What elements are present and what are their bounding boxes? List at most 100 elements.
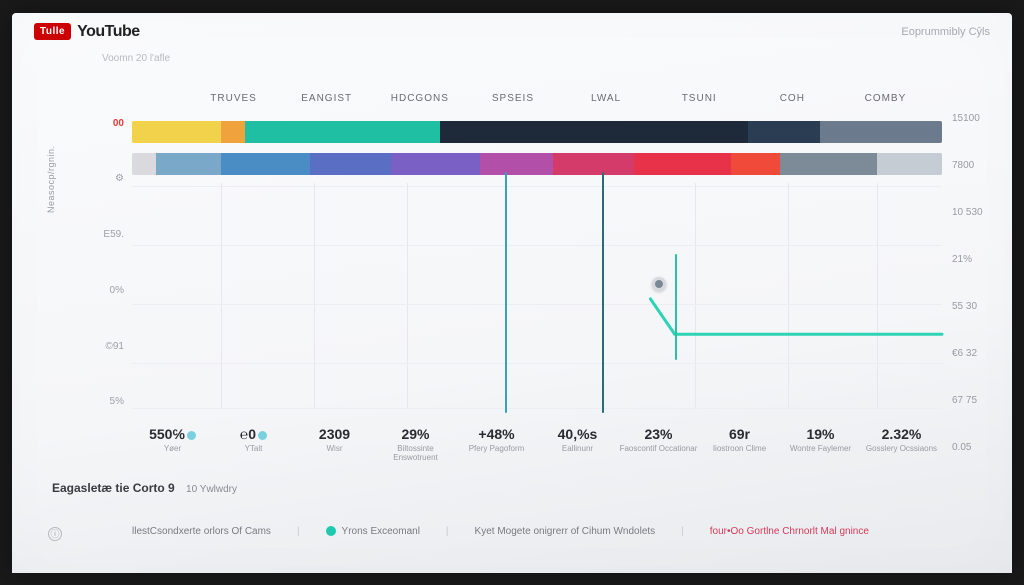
y-left-tick: 0%: [84, 285, 124, 296]
column-header[interactable]: HDCGONS: [373, 93, 466, 104]
column-header[interactable]: SPSEIS: [466, 93, 559, 104]
vertical-marker: [505, 172, 507, 414]
stat-value: ℮0: [213, 426, 294, 442]
stat-sublabel: Yøer: [132, 445, 213, 454]
stat-sublabel: Iiostroon Clime: [699, 445, 780, 454]
stat-dot-icon: [187, 431, 196, 440]
stats-row: 550℅ Yøer℮0 YTalt2309 Wisr29% Biltossinte En…: [132, 426, 942, 463]
stat-cell[interactable]: 550℅ Yøer: [132, 426, 213, 463]
legend-label: four•Oo Gortlne Chrnorlt Mal gnince: [710, 526, 869, 537]
bar-segment[interactable]: [221, 153, 310, 175]
stat-value: 69r: [699, 426, 780, 442]
column-header[interactable]: COMBY: [839, 93, 932, 104]
subtitle: Voomn 20 l'afle: [102, 53, 170, 64]
y-right-tick: €6 32: [952, 348, 994, 359]
stat-cell[interactable]: +48% Pfery Pagoform: [456, 426, 537, 463]
caption-sub: 10 Ywlwdry: [186, 484, 237, 495]
y-right-tick: 67 75: [952, 395, 994, 406]
bar-segment[interactable]: [480, 153, 553, 175]
stat-value: 40,%s: [537, 426, 618, 442]
y-right-tick: 7800: [952, 160, 994, 171]
column-header[interactable]: TRUVES: [187, 93, 280, 104]
caption-main: Eagasletæ tie Corto 9: [52, 481, 175, 495]
stat-value: +48%: [456, 426, 537, 442]
bar-segment[interactable]: [877, 153, 942, 175]
stat-value: 29%: [375, 426, 456, 442]
y-right-tick: 15100: [952, 113, 994, 124]
y-left-tick: 5%: [84, 396, 124, 407]
bar-segment[interactable]: [391, 153, 480, 175]
stat-value: 19%: [780, 426, 861, 442]
bar-segment[interactable]: [780, 153, 877, 175]
y-left-tick: ©91: [84, 341, 124, 352]
vertical-marker: [602, 172, 604, 414]
bar-segment[interactable]: [820, 121, 942, 143]
column-header[interactable]: COH: [746, 93, 839, 104]
marker-dot: [652, 277, 666, 291]
stat-cell[interactable]: 29% Biltossinte Enswotruent: [375, 426, 456, 463]
y-right-tick: 10 530: [952, 207, 994, 218]
legend-item[interactable]: Yrons Exceomanl: [326, 526, 420, 537]
brand-logo[interactable]: Tulle YouTube: [34, 23, 140, 41]
stat-sublabel: Gosslery Ocssiaons: [861, 445, 942, 454]
bar-segment[interactable]: [132, 121, 221, 143]
stat-sublabel: Biltossinte Enswotruent: [375, 445, 456, 463]
stat-cell[interactable]: ℮0 YTalt: [213, 426, 294, 463]
bar-segment[interactable]: [221, 121, 245, 143]
legend-label: llestCsondxerte orlors Of Cams: [132, 526, 271, 537]
stat-sublabel: Faoscontif Occationar: [618, 445, 699, 454]
vertical-marker: [675, 254, 677, 360]
y-left-tick: E59.: [84, 229, 124, 240]
column-headers: TRUVESEANGISTHDCGONSSPSEISLWALTSUNICOHCO…: [187, 93, 932, 104]
bar-segment[interactable]: [310, 153, 391, 175]
y-left-tick: ⚙︎: [84, 173, 124, 184]
bar-segment[interactable]: [440, 121, 748, 143]
stat-sublabel: YTalt: [213, 445, 294, 454]
header: Tulle YouTube Eoprummibly Cŷls: [34, 23, 990, 41]
stat-value: 2.32%: [861, 426, 942, 442]
analytics-screen: Tulle YouTube Eoprummibly Cŷls Voomn 20 …: [12, 13, 1012, 573]
y-right-tick: 55 30: [952, 301, 994, 312]
bar-segment[interactable]: [132, 153, 156, 175]
brand-badge-icon: Tulle: [34, 23, 71, 40]
y-axis-title: Neasocp/rgnin.: [46, 145, 56, 213]
stat-value: 550℅: [132, 426, 213, 442]
column-header[interactable]: LWAL: [560, 93, 653, 104]
stat-cell[interactable]: 19% Wontre Faylemer: [780, 426, 861, 463]
legend-swatch-icon: [326, 526, 336, 536]
y-left-tick: 00: [84, 118, 124, 129]
bar-segment[interactable]: [156, 153, 221, 175]
legend: llestCsondxerte orlors Of Cams|Yrons Exc…: [132, 526, 972, 537]
y-right-ticks: 15100780010 53021%55 30€6 3267 750.05: [952, 113, 994, 453]
stat-cell[interactable]: 23% Faoscontif Occationar: [618, 426, 699, 463]
legend-item[interactable]: Kyet Mogete onigrerr of Cihum Wndolets: [475, 526, 656, 537]
stat-cell[interactable]: 2309 Wisr: [294, 426, 375, 463]
legend-item[interactable]: llestCsondxerte orlors Of Cams: [132, 526, 271, 537]
column-header[interactable]: TSUNI: [653, 93, 746, 104]
bar-segment[interactable]: [634, 153, 731, 175]
stat-value: 23%: [618, 426, 699, 442]
bar-segment[interactable]: [748, 121, 821, 143]
column-header[interactable]: EANGIST: [280, 93, 373, 104]
legend-item[interactable]: four•Oo Gortlne Chrnorlt Mal gnince: [710, 526, 869, 537]
gridline-h: [132, 408, 942, 409]
stat-sublabel: Wisr: [294, 445, 375, 454]
stacked-bar-1: [132, 121, 942, 143]
bar-segment[interactable]: [553, 153, 634, 175]
chart-area: [132, 113, 942, 408]
stat-cell[interactable]: 40,%s Eallinunr: [537, 426, 618, 463]
bar-segment[interactable]: [245, 121, 439, 143]
stat-sublabel: Eallinunr: [537, 445, 618, 454]
stat-cell[interactable]: 69r Iiostroon Clime: [699, 426, 780, 463]
stat-sublabel: Pfery Pagoform: [456, 445, 537, 454]
legend-label: Kyet Mogete onigrerr of Cihum Wndolets: [475, 526, 656, 537]
y-left-ticks: 00 ⚙︎ E59. 0% ©91 5%: [84, 118, 124, 408]
stat-dot-icon: [258, 431, 267, 440]
bar-segment[interactable]: [731, 153, 780, 175]
y-right-tick: 0.05: [952, 442, 994, 453]
info-icon[interactable]: ⓘ: [48, 527, 62, 541]
stacked-bar-2: [132, 153, 942, 175]
stat-value: 2309: [294, 426, 375, 442]
stat-sublabel: Wontre Faylemer: [780, 445, 861, 454]
stat-cell[interactable]: 2.32% Gosslery Ocssiaons: [861, 426, 942, 463]
